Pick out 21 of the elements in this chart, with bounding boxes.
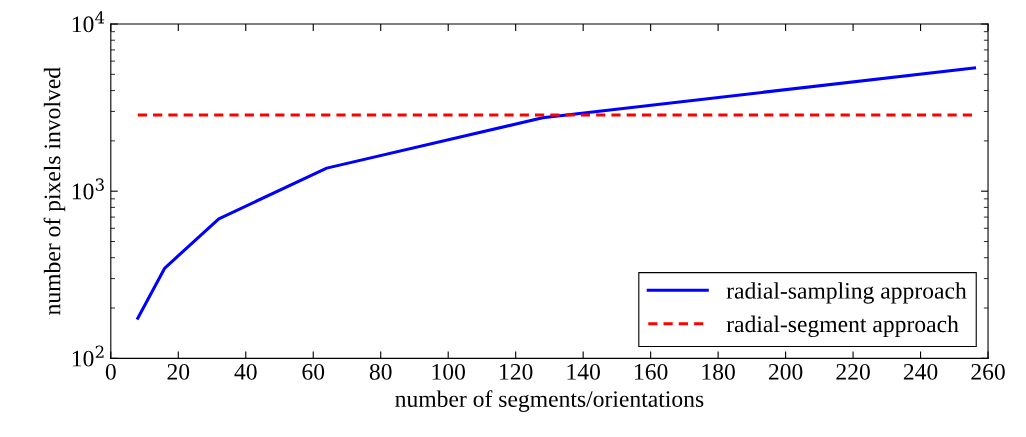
- x-tick-label: 260: [971, 363, 1005, 380]
- y-tick-label: 10$^{4}$: [72, 11, 105, 33]
- y-tick-label: 10$^{2}$: [72, 345, 104, 367]
- x-tick-label: 100: [432, 363, 466, 380]
- x-axis-title: number of segments/orientations: [395, 390, 704, 412]
- x-tick-label: 60: [302, 363, 325, 380]
- x-tick-label: 120: [500, 363, 533, 380]
- x-tick-label: 0: [105, 363, 116, 380]
- x-tick-label: 140: [567, 363, 600, 380]
- x-tick-label: 160: [635, 363, 668, 380]
- x-tick-label: 20: [167, 363, 190, 380]
- x-tick-label: 200: [768, 363, 803, 380]
- x-tick-label: 180: [702, 363, 735, 380]
- y-tick-label: 10$^{3}$: [72, 178, 104, 200]
- legend-label: radial-segment approach: [726, 315, 959, 338]
- x-tick-label: 220: [836, 363, 870, 380]
- y-axis-title: number of pixels involved: [43, 67, 66, 315]
- x-tick-label: 40: [234, 363, 257, 380]
- x-tick-label: 80: [369, 363, 392, 380]
- x-tick-label: 240: [903, 363, 938, 380]
- legend-label: radial-sampling approach: [726, 282, 967, 304]
